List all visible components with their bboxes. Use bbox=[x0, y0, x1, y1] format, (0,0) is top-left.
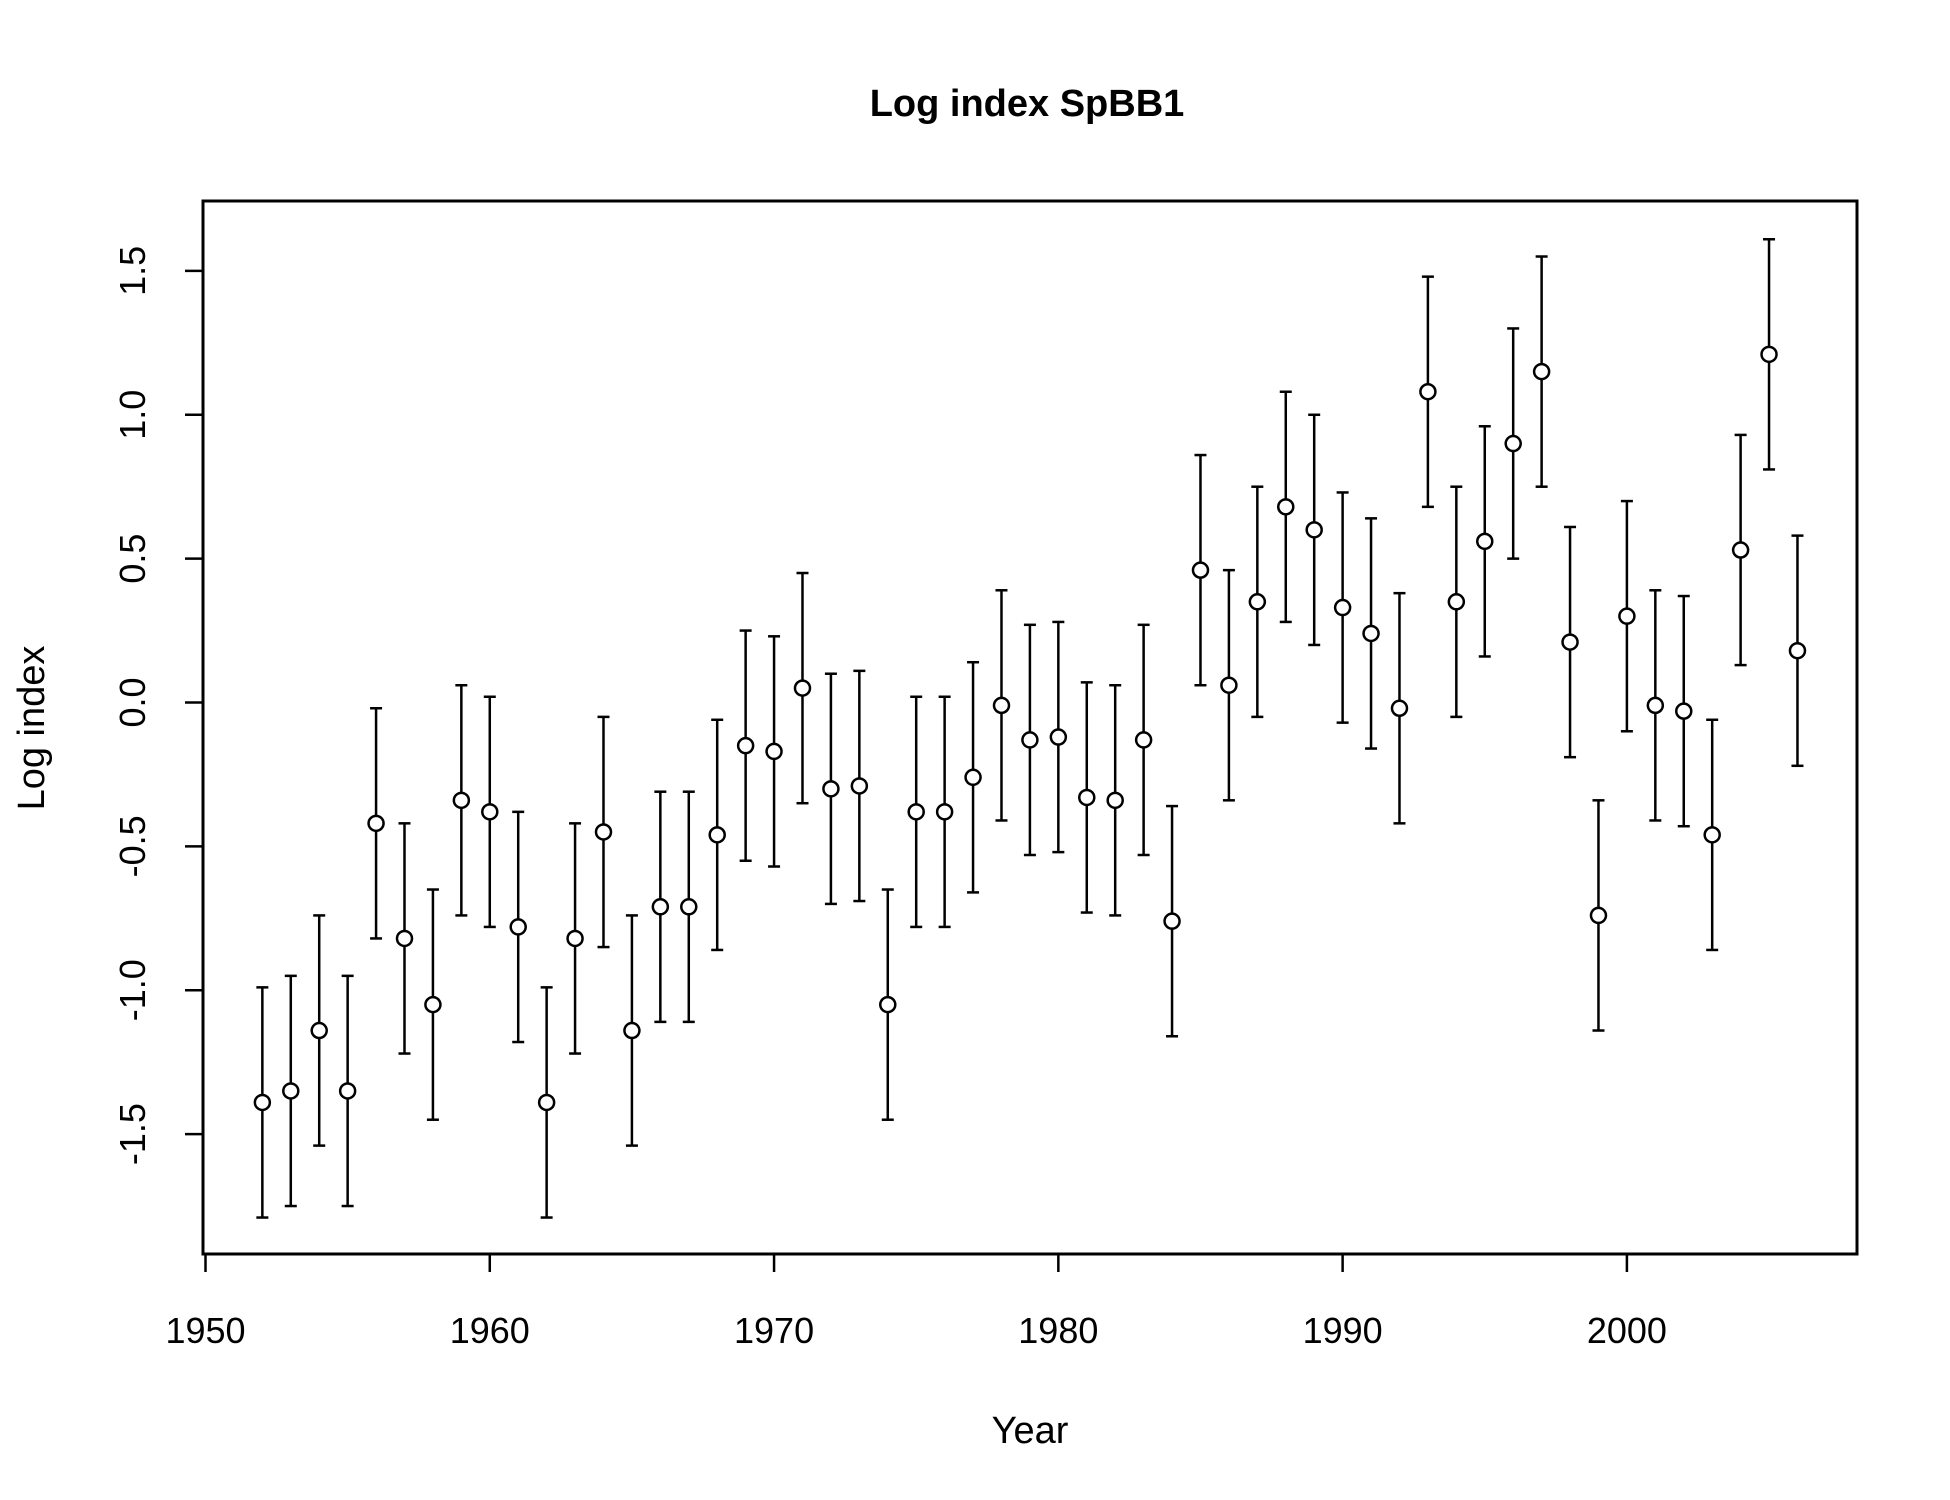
data-point bbox=[1362, 624, 1380, 643]
data-point bbox=[736, 736, 755, 755]
x-tick-label: 1950 bbox=[165, 1310, 245, 1351]
data-point bbox=[481, 803, 499, 821]
data-point bbox=[509, 918, 527, 936]
data-point bbox=[395, 929, 414, 948]
data-point bbox=[1760, 345, 1778, 364]
data-point bbox=[623, 1021, 641, 1040]
data-point bbox=[850, 777, 869, 795]
data-point bbox=[822, 780, 840, 798]
data-point bbox=[1220, 676, 1238, 694]
data-point bbox=[424, 995, 442, 1014]
data-point bbox=[1305, 521, 1323, 539]
y-tick-label: -0.5 bbox=[112, 815, 153, 877]
plot-frame bbox=[201, 199, 1859, 1256]
y-tick-label: 1.5 bbox=[112, 246, 153, 296]
data-point bbox=[1447, 593, 1466, 611]
x-tick-label: 1970 bbox=[734, 1310, 814, 1351]
error-bars bbox=[256, 237, 1804, 1219]
data-point bbox=[1561, 633, 1579, 651]
data-point bbox=[1788, 641, 1807, 660]
data-point bbox=[1078, 788, 1096, 807]
data-points bbox=[253, 345, 1807, 1112]
data-point bbox=[964, 768, 982, 787]
data-point bbox=[992, 696, 1011, 715]
y-tick-label: -1.5 bbox=[112, 1103, 153, 1165]
data-point bbox=[1675, 702, 1693, 720]
data-point bbox=[1390, 699, 1409, 718]
data-point bbox=[282, 1082, 300, 1100]
y-tick-label: -1.0 bbox=[112, 959, 153, 1021]
data-point bbox=[1248, 593, 1267, 611]
data-point bbox=[1589, 906, 1608, 925]
data-point bbox=[651, 898, 670, 916]
data-point bbox=[1618, 607, 1636, 625]
data-point bbox=[1476, 532, 1494, 551]
data-point bbox=[1191, 561, 1210, 579]
data-point bbox=[907, 803, 925, 821]
data-point bbox=[1049, 728, 1068, 746]
data-point bbox=[765, 742, 783, 761]
data-point bbox=[253, 1093, 272, 1112]
data-point bbox=[1504, 434, 1522, 453]
data-point bbox=[566, 929, 584, 948]
data-point bbox=[1731, 541, 1750, 559]
data-point bbox=[1021, 731, 1039, 749]
data-point bbox=[1106, 791, 1124, 810]
data-point bbox=[367, 814, 385, 833]
y-tick-label: 0.0 bbox=[112, 677, 153, 727]
data-point bbox=[537, 1093, 556, 1112]
x-axis: 1950 1960 1970 1980 1990 2000 bbox=[165, 1254, 1667, 1351]
data-point bbox=[452, 791, 471, 810]
data-point bbox=[338, 1082, 357, 1100]
data-point bbox=[1532, 362, 1551, 381]
x-tick-label: 1960 bbox=[450, 1310, 530, 1351]
y-axis-label: Log index bbox=[11, 646, 53, 811]
data-point bbox=[793, 679, 812, 697]
data-point bbox=[935, 803, 954, 821]
data-point bbox=[1703, 826, 1721, 844]
x-tick-label: 1980 bbox=[1018, 1310, 1098, 1351]
data-point bbox=[1134, 731, 1153, 749]
y-tick-label: 0.5 bbox=[112, 534, 153, 584]
x-tick-label: 1990 bbox=[1303, 1310, 1383, 1351]
chart-title: Log index SpBB1 bbox=[870, 83, 1185, 125]
data-point bbox=[879, 995, 897, 1014]
x-axis-label: Year bbox=[992, 1410, 1069, 1452]
x-tick-label: 2000 bbox=[1587, 1310, 1667, 1351]
data-point bbox=[708, 826, 726, 844]
data-point bbox=[1419, 382, 1437, 401]
data-point bbox=[1646, 696, 1665, 715]
y-axis: -1.5 -1.0 -0.5 0.0 0.5 1.0 1.5 bbox=[112, 246, 203, 1165]
data-point bbox=[310, 1021, 328, 1040]
y-tick-label: 1.0 bbox=[112, 390, 153, 440]
data-point bbox=[1163, 912, 1181, 930]
data-point bbox=[1333, 598, 1352, 617]
data-point bbox=[1277, 498, 1295, 516]
data-point bbox=[594, 823, 613, 841]
data-point bbox=[680, 898, 698, 916]
